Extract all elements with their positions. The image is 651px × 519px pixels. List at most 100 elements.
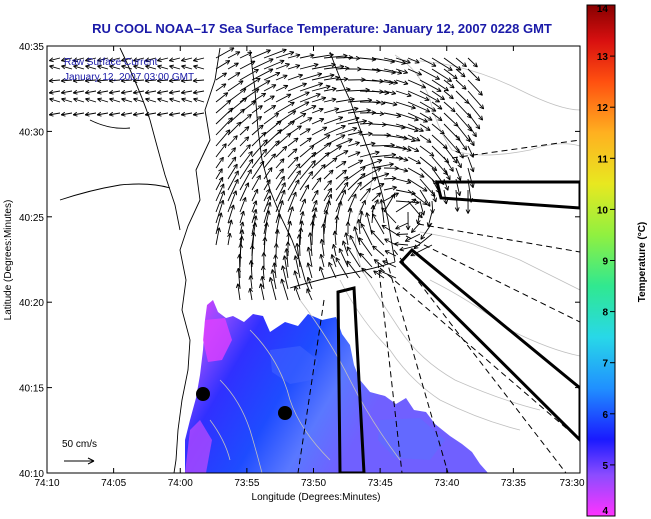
current-vector-arrow xyxy=(293,255,301,279)
x-tick-label: 73:50 xyxy=(301,478,326,489)
current-vector-arrow xyxy=(275,120,295,136)
x-tick-label: 73:40 xyxy=(434,478,459,489)
current-vector-arrow xyxy=(227,204,235,224)
current-vector-arrow xyxy=(263,59,285,70)
current-vector-arrow xyxy=(275,189,286,213)
current-vector-arrow xyxy=(144,89,157,95)
current-vector-arrow xyxy=(299,82,324,92)
current-vector-arrow xyxy=(371,183,385,191)
current-vector-arrow xyxy=(275,51,295,59)
current-vector-arrow xyxy=(287,220,293,235)
current-vector-arrow xyxy=(407,167,425,178)
current-vector-arrow xyxy=(215,143,227,158)
current-vector-arrow xyxy=(383,57,407,65)
current-vector-arrow xyxy=(323,157,338,169)
current-vector-arrow xyxy=(299,93,321,103)
current-vector-arrow xyxy=(121,97,133,103)
y-tick-label: 40:20 xyxy=(19,298,44,309)
current-vector-arrow xyxy=(335,160,347,169)
current-vector-arrow xyxy=(61,64,73,70)
y-tick-label: 40:10 xyxy=(19,469,44,480)
current-vector-arrow xyxy=(405,211,411,231)
current-vector-arrow xyxy=(341,240,349,257)
current-vector-arrow xyxy=(287,170,301,191)
current-vector-arrow xyxy=(381,207,397,224)
current-vector-arrow xyxy=(275,158,285,169)
current-vector-arrow xyxy=(287,206,294,224)
current-vector-arrow xyxy=(384,238,397,246)
current-vector-arrow xyxy=(287,191,297,213)
y-tick-label: 40:30 xyxy=(19,127,44,138)
current-vector-arrow xyxy=(236,267,241,290)
current-vector-arrow xyxy=(359,121,373,126)
current-vector-arrow xyxy=(319,253,325,268)
current-vector-arrow xyxy=(275,200,284,224)
current-vector-arrow xyxy=(248,275,254,290)
current-vector-arrow xyxy=(334,215,340,235)
current-vector-arrow xyxy=(299,128,311,136)
current-vector-arrow xyxy=(263,195,272,213)
current-vector-arrow xyxy=(145,64,157,70)
current-vector-arrow xyxy=(49,97,61,103)
current-vector-arrow xyxy=(306,288,313,301)
current-vector-arrow xyxy=(419,123,431,131)
current-vector-arrow xyxy=(311,52,334,59)
colorbar-tick-label: 14 xyxy=(597,4,609,15)
current-vector-arrow xyxy=(361,267,373,279)
current-vector-arrow xyxy=(251,58,274,70)
current-vector-arrow xyxy=(415,211,421,225)
current-vector-arrow xyxy=(215,99,232,114)
current-vector-arrow xyxy=(215,183,225,202)
current-vector-arrow xyxy=(85,64,97,70)
current-vector-arrow xyxy=(347,141,360,147)
current-vector-arrow xyxy=(157,97,169,103)
current-vector-arrow xyxy=(263,120,282,136)
current-vector-arrow xyxy=(353,226,361,246)
current-vector-arrow xyxy=(431,189,437,203)
current-vector-arrow xyxy=(156,78,169,84)
current-vector-arrow xyxy=(287,137,299,147)
current-vector-arrow xyxy=(248,287,253,301)
current-vector-arrow xyxy=(181,97,193,103)
current-vector-arrow xyxy=(335,97,355,103)
current-vector-arrow xyxy=(455,145,464,159)
current-vector-arrow xyxy=(359,131,373,137)
current-vector-arrow xyxy=(215,227,221,246)
figure-title: RU COOL NOAA–17 Sea Surface Temperature:… xyxy=(92,21,552,36)
current-vector-arrow xyxy=(383,79,398,85)
map-layers: 50 cm/s Raw Surface Current January 12, … xyxy=(48,47,580,473)
current-vector-arrow xyxy=(335,257,349,279)
current-vector-arrow xyxy=(419,101,437,112)
current-vector-arrow xyxy=(349,234,361,257)
colorbar-tick-label: 4 xyxy=(602,506,608,517)
current-vector-arrow xyxy=(330,254,337,268)
current-vector-arrow xyxy=(263,210,271,235)
current-vector-arrow xyxy=(323,134,346,147)
current-vector-arrow xyxy=(395,134,416,143)
current-vector-arrow xyxy=(263,104,277,114)
current-vector-arrow xyxy=(157,64,169,70)
current-vector-arrow xyxy=(120,78,133,84)
current-vector-arrow xyxy=(395,90,412,98)
current-vector-arrow xyxy=(263,84,277,92)
current-vector-arrow xyxy=(287,82,307,92)
current-vector-arrow xyxy=(133,57,145,63)
current-vector-arrow xyxy=(359,141,376,147)
current-vector-arrow xyxy=(120,89,133,95)
current-vector-arrow xyxy=(410,244,433,257)
current-vector-arrow xyxy=(426,211,433,228)
current-vector-arrow xyxy=(395,167,409,173)
current-vector-arrow xyxy=(419,79,442,92)
current-vector-arrow xyxy=(49,64,61,70)
current-vector-arrow xyxy=(371,152,397,158)
current-vector-arrow xyxy=(84,78,97,84)
current-vector-arrow xyxy=(263,129,282,147)
colorbar-tick-label: 13 xyxy=(597,52,609,63)
current-vector-arrow xyxy=(347,166,366,180)
current-vector-arrow xyxy=(419,112,433,121)
current-vector-arrow xyxy=(455,156,462,169)
radar-wedge-southeast xyxy=(398,247,580,443)
current-vector-arrow xyxy=(371,111,385,117)
current-vector-arrow xyxy=(273,243,279,257)
